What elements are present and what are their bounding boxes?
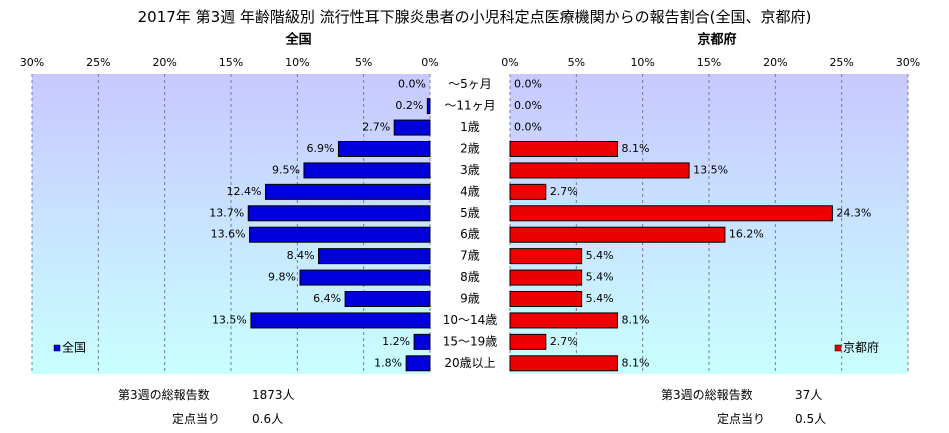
kyoto-bar xyxy=(509,183,547,200)
kyoto-bar xyxy=(509,333,547,350)
kyoto-value-label: 8.1% xyxy=(621,356,649,369)
chart-title: 2017年 第3週 年齢階級別 流行性耳下腺炎患者の小児科定点医療機関からの報告… xyxy=(137,8,812,26)
age-category-label: 3歳 xyxy=(460,163,480,177)
kyoto-tick-label: 5% xyxy=(568,56,585,69)
kyoto-bar xyxy=(509,269,583,286)
kyoto-tick-label: 10% xyxy=(630,56,654,69)
national-value-label: 2.7% xyxy=(362,121,390,134)
age-category-label: 1歳 xyxy=(460,120,480,134)
kyoto-value-label: 24.3% xyxy=(836,206,871,219)
kyoto-value-label: 8.1% xyxy=(621,313,649,326)
national-value-label: 1.2% xyxy=(382,335,410,348)
national-value-label: 1.8% xyxy=(374,356,402,369)
national-total-label: 第3週の総報告数 xyxy=(118,388,210,402)
national-tick-label: 25% xyxy=(86,56,110,69)
national-tick-label: 0% xyxy=(421,56,438,69)
kyoto-bar xyxy=(509,141,618,157)
national-bar xyxy=(247,205,431,222)
national-bar xyxy=(299,269,431,286)
age-category-label: 20歳以上 xyxy=(444,356,495,370)
kyoto-bar xyxy=(509,248,583,265)
national-bar xyxy=(303,162,431,179)
kyoto-value-label: 2.7% xyxy=(550,335,578,348)
kyoto-total-label: 第3週の総報告数 xyxy=(661,388,753,402)
national-legend-swatch xyxy=(53,344,61,352)
national-value-label: 6.9% xyxy=(307,142,335,155)
national-legend-label: 全国 xyxy=(62,340,86,355)
kyoto-bar xyxy=(509,291,583,307)
national-bar xyxy=(393,119,431,136)
national-bar xyxy=(405,355,431,372)
national-bar xyxy=(250,312,431,329)
national-value-label: 9.8% xyxy=(268,271,296,284)
national-bar xyxy=(413,333,431,350)
kyoto-value-label: 8.1% xyxy=(621,142,649,155)
national-value-label: 0.2% xyxy=(395,99,423,112)
kyoto-tick-label: 30% xyxy=(896,56,920,69)
age-category-label: 2歳 xyxy=(460,142,480,156)
national-per-site-value: 0.6人 xyxy=(252,412,284,426)
kyoto-bar xyxy=(509,205,833,222)
kyoto-value-label: 16.2% xyxy=(729,228,764,241)
kyoto-legend-label: 京都府 xyxy=(843,340,879,355)
kyoto-bar xyxy=(509,312,618,329)
national-bar xyxy=(337,141,431,157)
kyoto-value-label: 5.4% xyxy=(586,292,614,305)
kyoto-bar xyxy=(509,355,618,372)
age-category-label: 4歳 xyxy=(460,184,480,198)
age-category-label: 8歳 xyxy=(460,270,480,284)
kyoto-tick-label: 0% xyxy=(501,56,518,69)
kyoto-value-label: 0.0% xyxy=(514,99,542,112)
national-value-label: 0.0% xyxy=(398,78,426,91)
kyoto-legend-swatch xyxy=(834,344,842,352)
national-tick-label: 10% xyxy=(285,56,309,69)
kyoto-value-label: 2.7% xyxy=(550,185,578,198)
age-category-label: 9歳 xyxy=(460,292,480,306)
national-value-label: 13.5% xyxy=(212,313,247,326)
national-tick-label: 30% xyxy=(20,56,44,69)
national-total-value: 1873人 xyxy=(252,388,295,402)
age-category-label: ～5ヶ月 xyxy=(448,77,492,91)
kyoto-panel-title: 京都府 xyxy=(697,32,736,48)
national-tick-label: 20% xyxy=(152,56,176,69)
kyoto-value-label: 0.0% xyxy=(514,121,542,134)
national-bar xyxy=(249,226,431,243)
age-category-label: 7歳 xyxy=(460,249,480,263)
age-category-label: 6歳 xyxy=(460,227,480,241)
national-per-site-label: 定点当り xyxy=(172,412,221,426)
kyoto-value-label: 5.4% xyxy=(586,249,614,262)
kyoto-value-label: 0.0% xyxy=(514,78,542,91)
national-bar xyxy=(264,183,431,200)
age-category-label: ～11ヶ月 xyxy=(444,99,495,113)
national-bar xyxy=(318,248,431,265)
kyoto-tick-label: 20% xyxy=(763,56,787,69)
kyoto-value-label: 13.5% xyxy=(693,163,728,176)
national-value-label: 8.4% xyxy=(287,249,315,262)
kyoto-per-site-label: 定点当り xyxy=(717,412,766,426)
kyoto-bar xyxy=(509,226,726,243)
national-value-label: 9.5% xyxy=(272,163,300,176)
national-value-label: 13.7% xyxy=(209,206,244,219)
national-bar xyxy=(344,291,431,307)
age-category-label: 15～19歳 xyxy=(443,334,498,348)
national-bar xyxy=(426,98,431,115)
kyoto-tick-label: 25% xyxy=(829,56,853,69)
kyoto-bar xyxy=(509,162,690,179)
age-category-label: 10～14歳 xyxy=(443,313,498,327)
national-value-label: 12.4% xyxy=(227,185,262,198)
kyoto-total-value: 37人 xyxy=(795,388,823,402)
kyoto-tick-label: 15% xyxy=(697,56,721,69)
national-value-label: 13.6% xyxy=(211,228,246,241)
kyoto-value-label: 5.4% xyxy=(586,271,614,284)
national-tick-label: 5% xyxy=(355,56,372,69)
national-value-label: 6.4% xyxy=(313,292,341,305)
kyoto-per-site-value: 0.5人 xyxy=(795,412,827,426)
national-tick-label: 15% xyxy=(219,56,243,69)
age-category-label: 5歳 xyxy=(460,206,480,220)
national-panel-title: 全国 xyxy=(285,32,312,48)
